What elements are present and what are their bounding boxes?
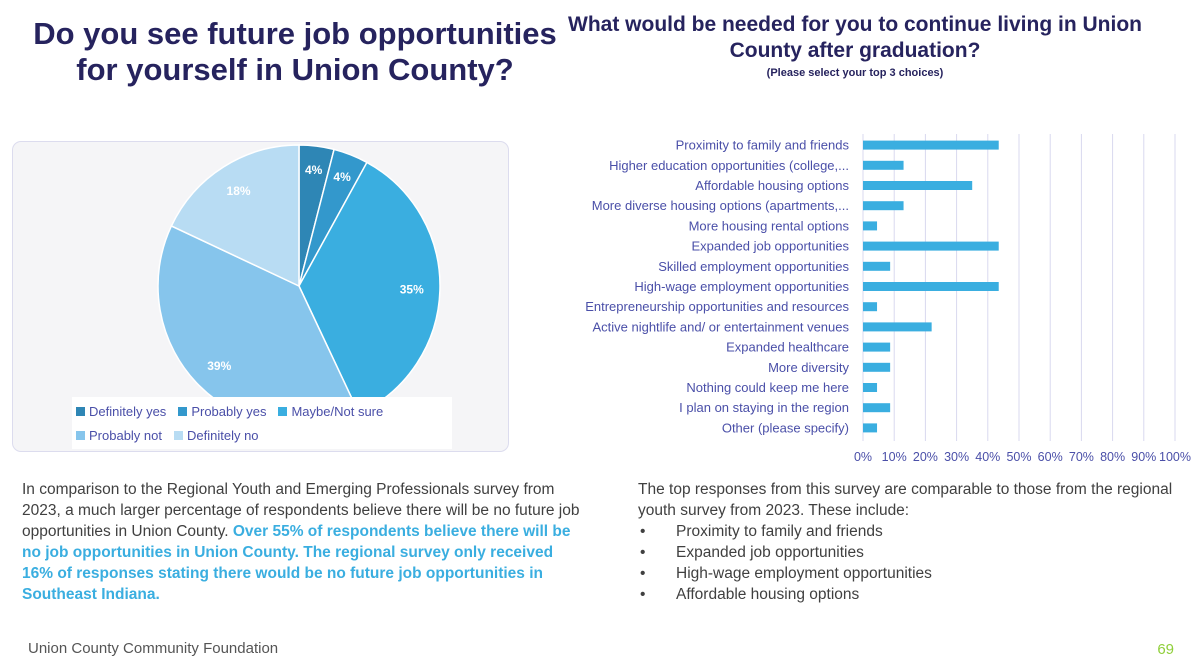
bar [863,181,973,190]
x-tick-label: 0% [854,450,872,464]
category-label: Active nightlife and/ or entertainment v… [592,319,849,334]
bar [863,383,878,392]
category-label: I plan on staying in the region [679,400,849,415]
pie-slice-label: 4% [305,163,323,177]
bar [863,403,891,413]
left-paragraph-highlight: Over 55% of respondents believe there wi… [22,523,571,603]
legend-item-definitely-no: Definitely no [174,428,259,443]
bar [863,423,878,433]
right-paragraph: The top responses from this survey are c… [638,479,1178,605]
x-tick-label: 70% [1069,450,1094,464]
x-tick-label: 30% [944,450,969,464]
page-number: 69 [1157,641,1174,658]
bar [863,261,891,271]
bullet: • [640,544,646,561]
bar-chart: 0% 10% 20% 30% 40% 50% 60% 70% 80% 90% 100% Proximi… [585,134,1191,464]
x-tick-label: 100% [1159,450,1191,464]
bullet: • [640,586,646,603]
legend-label: Definitely no [187,427,259,443]
legend-swatch [76,430,85,440]
pie-chart-panel: 4% 4% 35% 39% 18% [12,141,509,452]
legend-swatch [174,430,183,440]
legend-item-maybe-not-sure: Maybe/Not sure [278,404,383,419]
category-label: Expanded job opportunities [691,239,849,254]
category-label: More housing rental options [689,218,850,233]
x-tick-label: 40% [975,450,1000,464]
pie-slice-label: 4% [333,170,351,184]
bar [863,362,891,372]
x-tick-label: 10% [882,450,907,464]
legend-label: Maybe/Not sure [291,403,384,419]
pie-slice-label: 39% [207,359,231,373]
list-item: • Affordable housing options [638,584,1178,605]
category-label: High-wage employment opportunities [634,279,849,294]
right-chart-subtitle: (Please select your top 3 choices) [766,67,944,79]
bar [863,342,891,352]
bullet: • [640,523,646,540]
pie-slice [298,161,441,415]
bar [863,241,999,251]
legend-item-probably-not: Probably not [76,428,162,443]
bar [863,221,878,231]
footer-organization: Union County Community Foundation [28,640,279,657]
category-label: More diversity [768,360,849,375]
bar [863,140,999,150]
category-label: Skilled employment opportunities [658,259,849,274]
left-paragraph-text: In comparison to the Regional Youth and … [22,481,580,540]
x-tick-label: 60% [1038,450,1063,464]
bar [863,302,878,312]
pie-slice [170,144,300,288]
left-paragraph: In comparison to the Regional Youth and … [22,479,582,605]
list-item-text: Expanded job opportunities [676,544,864,561]
legend-item-probably-yes: Probably yes [178,404,266,419]
legend-label: Definitely yes [89,403,167,419]
legend-label: Probably not [89,427,162,443]
category-label: Expanded healthcare [726,340,849,355]
bar [863,322,932,332]
right-paragraph-intro: The top responses from this survey are c… [638,481,1173,519]
x-tick-label: 90% [1131,450,1156,464]
list-item-text: High-wage employment opportunities [676,565,932,582]
legend-swatch [278,406,288,416]
x-tick-label: 50% [1006,450,1031,464]
category-label: More diverse housing options (apartments… [592,198,849,213]
pie-slice-label: 18% [227,184,251,198]
category-label: Nothing could keep me here [686,380,849,395]
x-tick-label: 20% [913,450,938,464]
bar [863,160,904,170]
legend-item-definitely-yes: Definitely yes [76,404,166,419]
pie-slice-label: 35% [400,283,424,297]
list-item: • Proximity to family and friends [638,521,1178,542]
pie-legend: Definitely yes Probably yes Maybe/Not su… [72,397,452,449]
category-label: Higher education opportunities (college,… [609,158,849,173]
pie-chart: 4% 4% 35% 39% 18% [157,144,441,428]
category-label: Entrepreneurship opportunities and resou… [585,299,849,314]
x-tick-label: 80% [1100,450,1125,464]
category-label: Affordable housing options [695,178,849,193]
category-label: Other (please specify) [722,420,849,435]
list-item-text: Proximity to family and friends [676,523,883,540]
legend-label: Probably yes [191,403,267,419]
list-item-text: Affordable housing options [676,586,860,603]
left-chart-title: Do you see future job opportunities for … [33,16,557,87]
top-responses-list: • Proximity to family and friends • Expand… [638,521,1178,605]
list-item: • High-wage employment opportunities [638,563,1178,584]
bullet: • [640,565,646,582]
category-label: Proximity to family and friends [676,138,850,153]
legend-swatch [178,406,188,416]
bar [863,282,999,291]
legend-swatch [76,406,85,416]
right-chart-title: What would be needed for you to continue… [568,13,1142,62]
bar [863,201,904,211]
list-item: • Expanded job opportunities [638,542,1178,563]
